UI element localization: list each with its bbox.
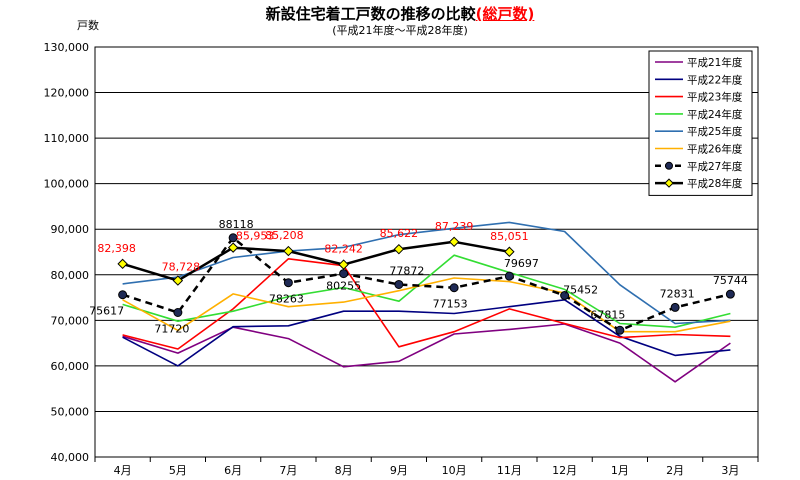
data-label: 77872 <box>389 264 424 277</box>
data-label: 85,208 <box>265 229 304 242</box>
data-point <box>228 233 238 243</box>
data-point <box>725 289 735 299</box>
data-label: 78,728 <box>162 261 201 274</box>
data-label: 79697 <box>504 257 539 270</box>
x-tick-label: 5月 <box>169 464 187 477</box>
y-tick-label: 50,000 <box>51 405 90 418</box>
x-tick-label: 9月 <box>390 464 408 477</box>
data-point <box>283 245 294 257</box>
series-line <box>122 221 731 325</box>
y-tick-label: 110,000 <box>44 132 90 145</box>
data-point <box>394 279 404 289</box>
data-label: 77153 <box>433 298 468 311</box>
x-tick-label: 4月 <box>114 464 132 477</box>
data-label: 67815 <box>590 308 625 321</box>
data-point <box>504 271 514 281</box>
legend-label: 平成24年度 <box>687 108 743 121</box>
data-point <box>448 236 460 248</box>
series-line <box>122 299 731 367</box>
data-point <box>283 278 293 288</box>
legend-label: 平成25年度 <box>687 125 743 138</box>
y-tick-label: 100,000 <box>44 178 90 191</box>
x-tick-label: 11月 <box>497 464 522 477</box>
legend-label: 平成27年度 <box>687 160 743 173</box>
data-label: 87,239 <box>435 220 474 233</box>
data-point <box>117 258 128 270</box>
x-tick-label: 6月 <box>224 464 242 477</box>
data-point <box>172 275 184 286</box>
legend-label: 平成23年度 <box>687 91 743 104</box>
data-label: 85,622 <box>380 227 419 240</box>
data-point <box>173 307 183 317</box>
data-point <box>118 290 128 300</box>
data-label: 72831 <box>660 287 695 300</box>
legend-label: 平成21年度 <box>687 56 743 69</box>
x-tick-label: 12月 <box>552 464 577 477</box>
series-line <box>122 277 731 333</box>
data-point <box>393 243 405 255</box>
x-tick-label: 10月 <box>442 464 467 477</box>
data-label: 80255 <box>326 280 361 293</box>
legend-marker <box>665 161 673 170</box>
y-tick-label: 130,000 <box>44 41 90 54</box>
data-label: 75617 <box>89 305 124 318</box>
y-axis-label: 戸数 <box>77 19 99 32</box>
series-line <box>122 323 731 383</box>
data-label: 82,242 <box>324 243 363 256</box>
data-point <box>670 302 680 312</box>
series-line <box>122 240 510 282</box>
legend-box <box>648 50 753 196</box>
data-point <box>227 242 239 253</box>
x-tick-label: 3月 <box>721 464 739 477</box>
x-tick-label: 2月 <box>666 464 684 477</box>
y-tick-label: 60,000 <box>51 360 90 373</box>
y-tick-label: 120,000 <box>44 87 90 100</box>
data-label: 82,398 <box>97 242 136 255</box>
data-label: 78263 <box>269 293 304 306</box>
legend-label: 平成26年度 <box>687 143 743 156</box>
legend-marker <box>664 178 674 188</box>
data-point <box>615 325 625 335</box>
data-label: 75452 <box>563 283 598 296</box>
data-point <box>449 283 459 293</box>
data-point <box>504 246 515 257</box>
y-tick-label: 70,000 <box>51 314 90 327</box>
data-point <box>339 269 349 279</box>
series-line <box>122 254 731 328</box>
chart-title-main: 新設住宅着工戸数の推移の比較 <box>265 5 476 23</box>
data-point <box>560 290 570 300</box>
x-tick-label: 1月 <box>611 464 629 477</box>
y-tick-label: 80,000 <box>51 269 90 282</box>
legend-label: 平成28年度 <box>687 177 743 190</box>
y-tick-label: 90,000 <box>51 223 90 236</box>
data-label: 88118 <box>219 218 254 231</box>
y-tick-label: 40,000 <box>51 451 90 464</box>
x-tick-label: 8月 <box>335 464 353 477</box>
x-tick-label: 7月 <box>279 464 297 477</box>
data-label: 85,051 <box>490 230 529 243</box>
data-label: 71720 <box>154 322 189 335</box>
chart-subtitle: (平成21年度～平成28年度) <box>332 24 468 37</box>
series-line <box>122 258 731 350</box>
data-label: 75744 <box>713 274 748 287</box>
series-line <box>122 236 731 332</box>
data-point <box>338 259 349 270</box>
data-label: 85,953 <box>236 230 275 243</box>
legend-label: 平成22年度 <box>687 73 743 86</box>
chart-title: 新設住宅着工戸数の推移の比較(総戸数) <box>0 3 800 24</box>
chart-title-accent: (総戸数) <box>475 5 535 23</box>
